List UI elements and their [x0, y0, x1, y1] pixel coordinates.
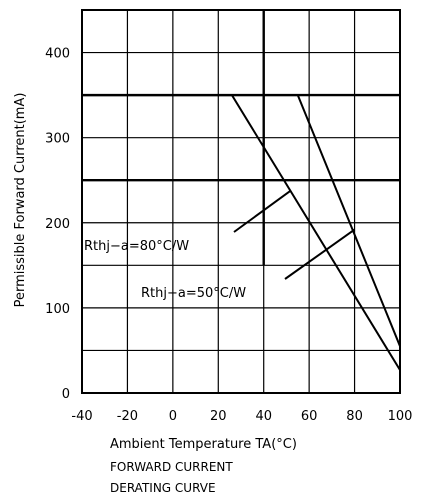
- x-tick-label: -40: [71, 409, 92, 424]
- series-line-1: [82, 94, 401, 347]
- leader-50: [284, 228, 356, 280]
- y-axis-label: Permissible Forward Current(mA): [13, 93, 28, 308]
- y-tick-label: 400: [45, 47, 70, 62]
- x-axis-label: Ambient Temperature TA(°C): [110, 437, 297, 452]
- y-tick-label: 100: [45, 302, 70, 317]
- x-tick-label: 60: [301, 409, 318, 424]
- y-tick-labels: 0 100 200 300 400: [45, 47, 70, 402]
- x-tick-labels: -40 -20 0 20 40 60 80 100: [71, 409, 412, 424]
- chart-title: FORWARD CURRENT: [110, 460, 233, 474]
- y-tick-label: 200: [45, 217, 70, 232]
- leader-80: [233, 189, 292, 233]
- chart-subtitle: DERATING CURVE: [110, 481, 216, 495]
- y-tick-label: 300: [45, 132, 70, 147]
- annotation-leaders: [233, 189, 356, 280]
- x-tick-label: 100: [388, 409, 413, 424]
- series-line-0: [82, 94, 401, 371]
- x-tick-label: 0: [169, 409, 177, 424]
- x-tick-label: 80: [346, 409, 363, 424]
- grid-lines: [82, 10, 400, 393]
- x-tick-label: -20: [117, 409, 138, 424]
- series-lines: [82, 94, 401, 371]
- series-label-80: Rthj−a=80°C/W: [84, 239, 189, 254]
- x-tick-label: 40: [255, 409, 272, 424]
- plot-frame: [81, 9, 401, 394]
- y-tick-label: 0: [62, 387, 70, 402]
- series-label-50: Rthj−a=50°C/W: [141, 286, 246, 301]
- x-tick-label: 20: [210, 409, 227, 424]
